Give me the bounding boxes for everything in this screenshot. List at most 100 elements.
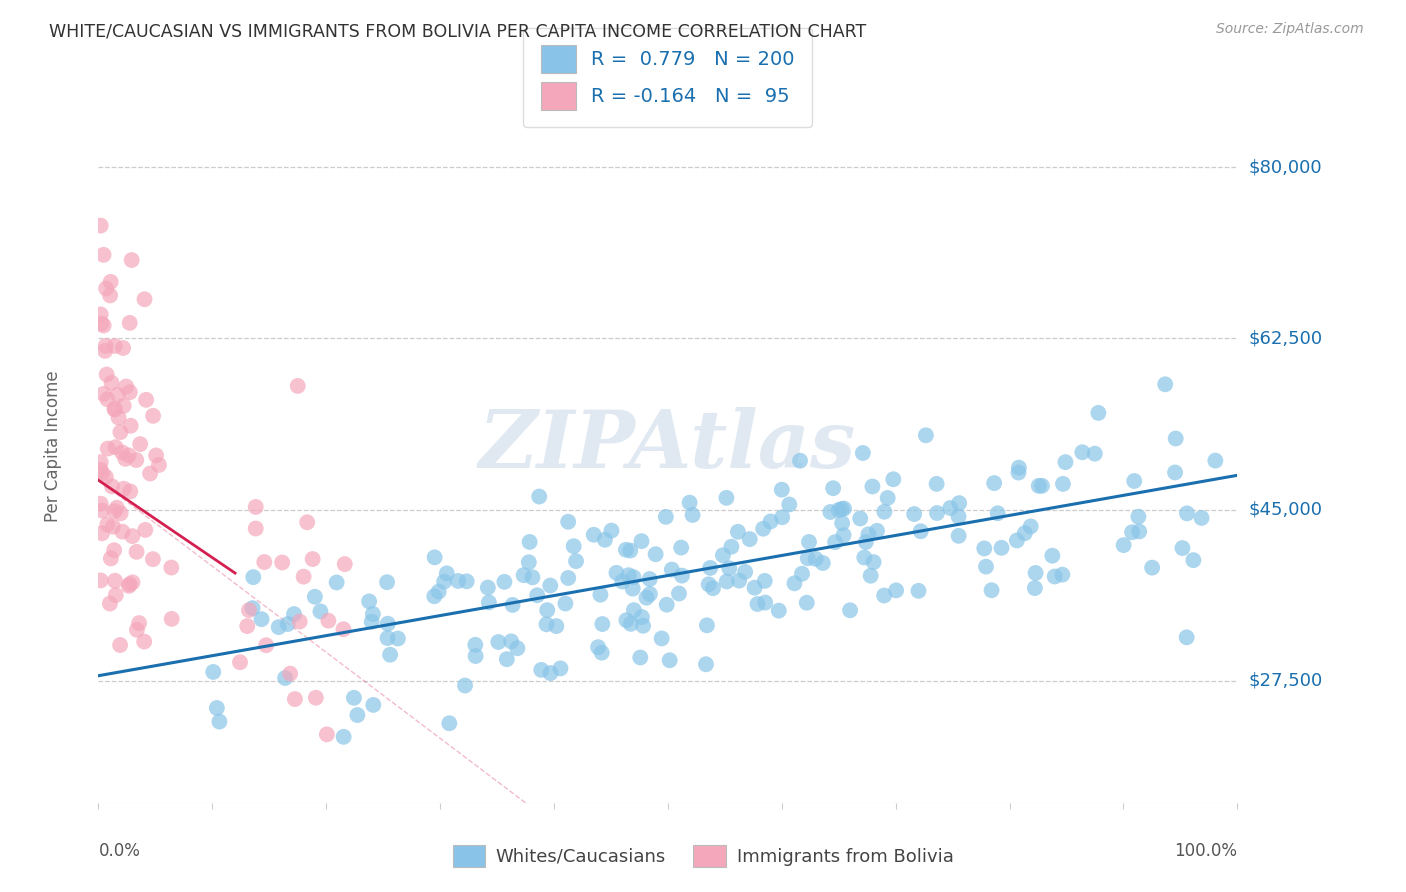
Whites/Caucasians xyxy=(557,571,579,585)
Immigrants from Bolivia xyxy=(315,727,337,741)
Immigrants from Bolivia xyxy=(318,614,340,628)
Whites/Caucasians xyxy=(277,617,299,632)
Whites/Caucasians xyxy=(623,603,645,617)
Whites/Caucasians xyxy=(855,535,877,549)
Immigrants from Bolivia xyxy=(135,392,157,407)
Whites/Caucasians xyxy=(1175,631,1198,645)
Whites/Caucasians xyxy=(903,507,925,521)
Whites/Caucasians xyxy=(907,583,929,598)
Whites/Caucasians xyxy=(1052,567,1074,582)
Immigrants from Bolivia xyxy=(104,339,127,353)
Whites/Caucasians xyxy=(790,566,813,581)
Whites/Caucasians xyxy=(1014,526,1036,541)
Whites/Caucasians xyxy=(770,510,793,524)
Whites/Caucasians xyxy=(1043,569,1066,583)
Whites/Caucasians xyxy=(925,506,948,520)
Whites/Caucasians xyxy=(456,574,478,589)
Immigrants from Bolivia xyxy=(271,556,294,570)
Immigrants from Bolivia xyxy=(94,281,117,295)
Immigrants from Bolivia xyxy=(101,519,124,533)
Whites/Caucasians xyxy=(1005,533,1028,548)
Whites/Caucasians xyxy=(600,524,623,538)
Text: 100.0%: 100.0% xyxy=(1174,842,1237,860)
Immigrants from Bolivia xyxy=(142,552,165,566)
Whites/Caucasians xyxy=(1008,460,1031,475)
Immigrants from Bolivia xyxy=(90,317,112,331)
Whites/Caucasians xyxy=(617,568,640,582)
Whites/Caucasians xyxy=(638,587,661,601)
Whites/Caucasians xyxy=(631,610,654,624)
Whites/Caucasians xyxy=(242,570,264,584)
Immigrants from Bolivia xyxy=(111,524,134,539)
Immigrants from Bolivia xyxy=(94,343,117,358)
Immigrants from Bolivia xyxy=(118,385,141,400)
Text: $80,000: $80,000 xyxy=(1249,159,1322,177)
Whites/Caucasians xyxy=(655,509,678,524)
Whites/Caucasians xyxy=(651,632,673,646)
Text: 0.0%: 0.0% xyxy=(98,842,141,860)
Immigrants from Bolivia xyxy=(105,500,128,515)
Whites/Caucasians xyxy=(873,505,896,519)
Whites/Caucasians xyxy=(697,577,720,591)
Immigrants from Bolivia xyxy=(229,655,252,669)
Whites/Caucasians xyxy=(862,555,884,569)
Whites/Caucasians xyxy=(540,666,562,681)
Whites/Caucasians xyxy=(832,501,855,516)
Immigrants from Bolivia xyxy=(90,455,112,469)
Whites/Caucasians xyxy=(546,619,568,633)
Whites/Caucasians xyxy=(910,524,932,539)
Whites/Caucasians xyxy=(671,568,693,582)
Immigrants from Bolivia xyxy=(125,453,148,467)
Immigrants from Bolivia xyxy=(301,552,323,566)
Immigrants from Bolivia xyxy=(90,574,112,588)
Whites/Caucasians xyxy=(501,634,523,648)
Whites/Caucasians xyxy=(849,511,872,525)
Whites/Caucasians xyxy=(1128,509,1150,524)
Whites/Caucasians xyxy=(614,613,637,627)
Whites/Caucasians xyxy=(1025,566,1047,580)
Whites/Caucasians xyxy=(502,598,524,612)
Whites/Caucasians xyxy=(582,528,605,542)
Immigrants from Bolivia xyxy=(104,504,127,518)
Whites/Caucasians xyxy=(477,581,499,595)
Immigrants from Bolivia xyxy=(96,392,118,407)
Whites/Caucasians xyxy=(377,616,399,631)
Legend: R =  0.779   N = 200, R = -0.164   N =  95: R = 0.779 N = 200, R = -0.164 N = 95 xyxy=(523,28,813,128)
Text: $45,000: $45,000 xyxy=(1249,500,1323,518)
Whites/Caucasians xyxy=(630,534,652,549)
Whites/Caucasians xyxy=(638,572,661,586)
Immigrants from Bolivia xyxy=(160,560,183,574)
Whites/Caucasians xyxy=(1019,519,1042,533)
Whites/Caucasians xyxy=(359,594,381,608)
Immigrants from Bolivia xyxy=(93,318,115,333)
Whites/Caucasians xyxy=(433,574,456,589)
Immigrants from Bolivia xyxy=(90,497,112,511)
Immigrants from Bolivia xyxy=(129,437,152,451)
Whites/Caucasians xyxy=(980,583,1002,598)
Whites/Caucasians xyxy=(738,532,761,546)
Immigrants from Bolivia xyxy=(111,445,134,459)
Whites/Caucasians xyxy=(828,503,851,517)
Whites/Caucasians xyxy=(619,543,641,558)
Whites/Caucasians xyxy=(377,631,399,645)
Whites/Caucasians xyxy=(486,635,509,649)
Immigrants from Bolivia xyxy=(238,603,260,617)
Whites/Caucasians xyxy=(378,648,401,662)
Immigrants from Bolivia xyxy=(101,479,124,493)
Immigrants from Bolivia xyxy=(245,521,267,535)
Whites/Caucasians xyxy=(593,533,616,547)
Whites/Caucasians xyxy=(702,581,724,595)
Immigrants from Bolivia xyxy=(287,379,309,393)
Whites/Caucasians xyxy=(711,549,734,563)
Whites/Caucasians xyxy=(797,535,820,549)
Whites/Caucasians xyxy=(526,588,548,602)
Whites/Caucasians xyxy=(1191,511,1213,525)
Whites/Caucasians xyxy=(605,566,627,580)
Whites/Caucasians xyxy=(250,612,273,626)
Whites/Caucasians xyxy=(752,522,775,536)
Whites/Caucasians xyxy=(423,550,446,565)
Immigrants from Bolivia xyxy=(108,638,131,652)
Whites/Caucasians xyxy=(375,575,398,590)
Immigrants from Bolivia xyxy=(121,253,143,268)
Immigrants from Bolivia xyxy=(134,292,156,306)
